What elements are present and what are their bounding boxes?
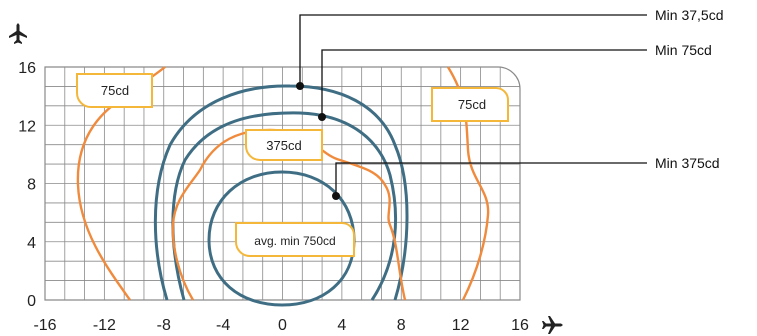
x-tick-label: 12 bbox=[452, 317, 470, 334]
x-tick-label: -16 bbox=[33, 317, 56, 334]
x-tick-label: -12 bbox=[93, 317, 116, 334]
label-75cd-left: 75cd bbox=[101, 83, 129, 98]
y-tick-label: 8 bbox=[27, 177, 36, 194]
label-75cd-right: 75cd bbox=[458, 97, 486, 112]
y-tick-label: 12 bbox=[18, 118, 36, 135]
x-axis-ticks: -16 -12 -8 -4 0 4 8 12 16 bbox=[33, 317, 529, 334]
contour-min-75cd bbox=[171, 111, 398, 301]
x-tick-label: 16 bbox=[511, 317, 529, 334]
label-box-avg-min-750cd: avg. min 750cd bbox=[235, 222, 355, 257]
y-tick-label: 4 bbox=[27, 235, 36, 252]
x-tick-label: 0 bbox=[278, 317, 287, 334]
leader-min-75cd bbox=[318, 49, 647, 121]
label-box-75cd-right: 75cd bbox=[431, 87, 509, 122]
annotation-min-375cd: Min 375cd bbox=[655, 155, 720, 171]
grid-frame bbox=[44, 66, 521, 301]
plane-up-icon bbox=[9, 23, 27, 44]
label-box-375cd: 375cd bbox=[245, 129, 323, 161]
x-tick-label: -4 bbox=[216, 317, 230, 334]
leader-min-375cd bbox=[332, 162, 647, 200]
x-tick-label: 4 bbox=[337, 317, 346, 334]
annotation-min-37-5cd: Min 37,5cd bbox=[655, 7, 723, 23]
label-box-75cd-left: 75cd bbox=[76, 73, 153, 108]
y-axis-ticks: 0 4 8 12 16 bbox=[18, 60, 36, 310]
leader-min-37-5cd bbox=[296, 14, 647, 90]
annotation-min-75cd: Min 75cd bbox=[655, 42, 712, 58]
y-tick-label: 16 bbox=[18, 60, 36, 77]
contour-min-37-5cd bbox=[153, 84, 409, 301]
x-tick-label: 8 bbox=[397, 317, 406, 334]
label-375cd: 375cd bbox=[266, 138, 301, 153]
y-tick-label: 0 bbox=[27, 293, 36, 310]
plane-right-icon bbox=[542, 316, 563, 334]
label-avg-min-750cd: avg. min 750cd bbox=[254, 234, 335, 248]
x-tick-label: -8 bbox=[157, 317, 171, 334]
grid-corner-mask bbox=[498, 65, 523, 89]
